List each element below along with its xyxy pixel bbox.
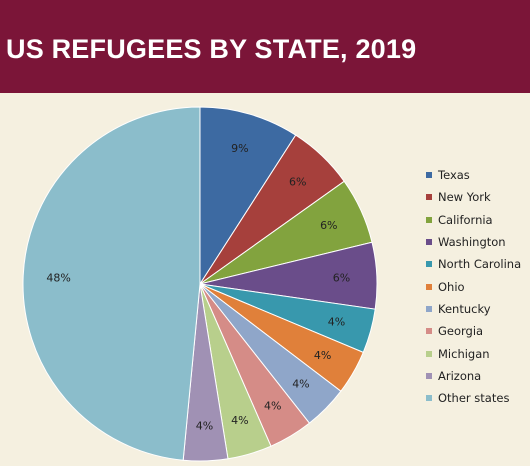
pie-data-label: 6% <box>320 219 337 232</box>
legend-label: Georgia <box>438 324 484 339</box>
legend-swatch <box>426 372 432 379</box>
legend-item: Michigan <box>426 342 521 364</box>
legend-swatch <box>426 350 432 357</box>
pie-data-label: 4% <box>264 399 281 412</box>
header-bar: US REFUGEES BY STATE, 2019 <box>0 0 530 93</box>
legend-swatch <box>426 239 432 246</box>
legend-swatch <box>426 305 432 312</box>
legend-item: California <box>426 209 521 231</box>
legend-swatch <box>426 261 432 268</box>
legend-item: Kentucky <box>426 298 521 320</box>
legend-swatch <box>426 194 432 201</box>
legend-label: Kentucky <box>438 301 491 316</box>
legend-swatch <box>426 172 432 179</box>
legend-label: Ohio <box>438 279 465 294</box>
legend-label: Texas <box>438 168 470 183</box>
legend-label: North Carolina <box>438 257 522 272</box>
pie-data-label: 4% <box>314 349 331 362</box>
legend-item: New York <box>426 186 521 208</box>
legend-item: Georgia <box>426 320 521 342</box>
pie-data-label: 4% <box>231 414 248 427</box>
legend-item: Texas <box>426 164 521 186</box>
legend-label: Other states <box>438 391 510 406</box>
legend-swatch <box>426 283 432 290</box>
page-title: US REFUGEES BY STATE, 2019 <box>6 34 417 64</box>
pie-data-label: 4% <box>328 316 345 329</box>
chart-legend: Texas New York California Washington North C… <box>426 164 521 409</box>
pie-data-label: 6% <box>333 271 350 284</box>
legend-item: Ohio <box>426 275 521 297</box>
legend-label: Washington <box>438 235 506 250</box>
pie-slice-texas <box>199 106 297 286</box>
pie-data-label: 4% <box>292 377 309 390</box>
legend-label: California <box>438 212 493 227</box>
pie-slice-other-states <box>22 106 201 461</box>
legend-item: Washington <box>426 231 521 253</box>
legend-swatch <box>426 216 432 223</box>
pie-data-label: 6% <box>289 176 306 189</box>
legend-item: Other states <box>426 387 521 409</box>
legend-label: Arizona <box>438 368 482 383</box>
legend-item: Arizona <box>426 365 521 387</box>
legend-label: New York <box>438 190 491 205</box>
legend-swatch <box>426 328 432 335</box>
legend-label: Michigan <box>438 346 490 361</box>
pie-data-label: 4% <box>196 420 213 433</box>
legend-swatch <box>426 395 432 402</box>
pie-data-label: 9% <box>231 142 248 155</box>
legend-item: North Carolina <box>426 253 521 275</box>
pie-data-label: 48% <box>46 271 70 284</box>
